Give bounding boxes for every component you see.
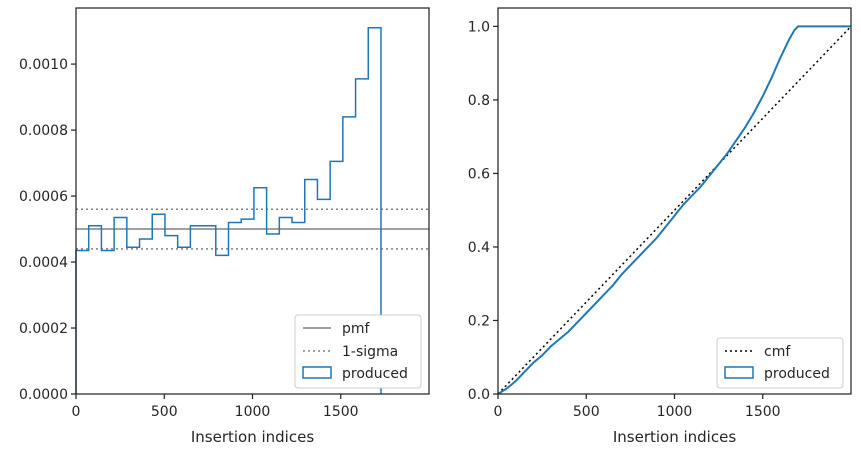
pmf-legend-produced-label: produced xyxy=(342,366,408,382)
pmf-legend: pmf 1-sigma produced xyxy=(294,314,422,389)
y-tick-label: 0.0002 xyxy=(19,321,68,337)
x-tick-label: 0 xyxy=(494,404,503,420)
y-tick-label: 0.0 xyxy=(468,387,490,403)
y-tick-label: 0.2 xyxy=(468,313,490,329)
pmf-histogram-panel: 0 500 1000 1500 0.0000 0.0002 0.0004 0.0006 0.00… xyxy=(19,7,430,446)
cmf-legend-cmf-label: cmf xyxy=(764,344,791,360)
pmf-legend-produced-swatch xyxy=(302,366,332,379)
x-tick-label: 1000 xyxy=(235,404,271,420)
produced-line xyxy=(497,25,851,395)
cmf-panel: 0 500 1000 1500 0.0 0.2 0.4 0.6 0.8 1.0 Insertion… xyxy=(468,7,852,446)
y-tick-label: 0.0010 xyxy=(19,57,68,73)
cmf-legend: cmf produced xyxy=(716,337,844,389)
x-tick-label: 500 xyxy=(151,404,178,420)
x-tick-label: 1500 xyxy=(745,404,781,420)
y-tick-label: 1.0 xyxy=(468,19,490,35)
cmf-axes: 0 500 1000 1500 0.0 0.2 0.4 0.6 0.8 1.0 xyxy=(468,7,852,420)
pmf-axes: 0 500 1000 1500 0.0000 0.0002 0.0004 0.0006 0.00… xyxy=(19,7,430,420)
y-tick-label: 0.0008 xyxy=(19,123,68,139)
cmf-plot-area xyxy=(497,25,852,395)
pmf-plot-area xyxy=(75,27,429,394)
y-tick-label: 0.4 xyxy=(468,240,490,256)
cmf-legend-produced-label: produced xyxy=(764,366,830,382)
pmf-legend-pmf-label: pmf xyxy=(342,321,371,337)
cmf-x-axis-label: Insertion indices xyxy=(613,428,736,446)
x-tick-label: 1500 xyxy=(323,404,359,420)
cmf-legend-box xyxy=(716,337,844,389)
y-tick-label: 0.6 xyxy=(468,166,490,182)
x-tick-label: 0 xyxy=(72,404,81,420)
y-tick-label: 0.0000 xyxy=(19,387,68,403)
y-tick-label: 0.8 xyxy=(468,93,490,109)
axes-frame xyxy=(497,7,852,395)
pmf-x-axis-label: Insertion indices xyxy=(191,428,314,446)
pmf-legend-box xyxy=(294,314,422,389)
y-tick-label: 0.0004 xyxy=(19,255,68,271)
pmf-legend-sigma-label: 1-sigma xyxy=(342,344,398,360)
x-tick-label: 1000 xyxy=(657,404,693,420)
x-tick-label: 500 xyxy=(573,404,600,420)
y-tick-label: 0.0006 xyxy=(19,189,68,205)
cmf-legend-produced-swatch xyxy=(724,366,754,379)
produced-histogram xyxy=(75,27,382,394)
